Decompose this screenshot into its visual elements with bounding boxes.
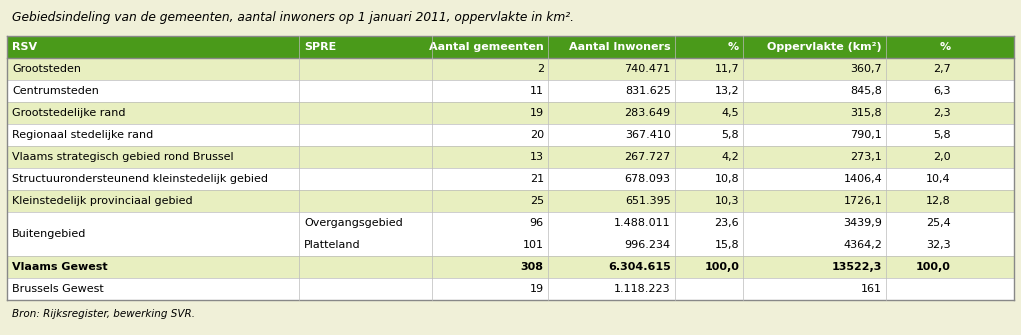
Text: 1726,1: 1726,1 (843, 196, 882, 206)
Text: 5,8: 5,8 (722, 130, 739, 140)
Text: 13: 13 (530, 152, 544, 162)
Text: 5,8: 5,8 (933, 130, 951, 140)
Text: 100,0: 100,0 (916, 262, 951, 272)
Text: 13,2: 13,2 (715, 86, 739, 96)
Text: Buitengebied: Buitengebied (12, 229, 87, 239)
Text: 25: 25 (530, 196, 544, 206)
Text: 2: 2 (537, 64, 544, 74)
Text: Overgangsgebied: Overgangsgebied (304, 218, 402, 228)
Text: Regionaal stedelijke rand: Regionaal stedelijke rand (12, 130, 153, 140)
Text: 308: 308 (521, 262, 544, 272)
Bar (7, 168, 1014, 190)
Text: Grootstedelijke rand: Grootstedelijke rand (12, 108, 126, 118)
Text: Brussels Gewest: Brussels Gewest (12, 284, 104, 294)
Text: 4364,2: 4364,2 (843, 240, 882, 250)
Text: 13522,3: 13522,3 (832, 262, 882, 272)
Text: 11: 11 (530, 86, 544, 96)
Text: Centrumsteden: Centrumsteden (12, 86, 99, 96)
Text: 161: 161 (861, 284, 882, 294)
Text: 651.395: 651.395 (625, 196, 671, 206)
Text: Vlaams strategisch gebied rond Brussel: Vlaams strategisch gebied rond Brussel (12, 152, 234, 162)
Bar (7, 278, 1014, 300)
Text: 101: 101 (523, 240, 544, 250)
Text: 6,3: 6,3 (933, 86, 951, 96)
Text: Gebiedsindeling van de gemeenten, aantal inwoners op 1 januari 2011, oppervlakte: Gebiedsindeling van de gemeenten, aantal… (12, 11, 574, 24)
Text: Structuurondersteunend kleinstedelijk gebied: Structuurondersteunend kleinstedelijk ge… (12, 174, 268, 184)
Text: Platteland: Platteland (304, 240, 360, 250)
Bar (7, 80, 1014, 102)
Text: 11,7: 11,7 (715, 64, 739, 74)
Text: 996.234: 996.234 (625, 240, 671, 250)
Text: %: % (728, 42, 739, 52)
Text: 2,0: 2,0 (933, 152, 951, 162)
Text: Aantal Inwoners: Aantal Inwoners (569, 42, 671, 52)
Text: 360,7: 360,7 (850, 64, 882, 74)
Text: 2,3: 2,3 (933, 108, 951, 118)
Text: 96: 96 (530, 218, 544, 228)
Text: 283.649: 283.649 (625, 108, 671, 118)
Text: 1.488.011: 1.488.011 (614, 218, 671, 228)
Text: RSV: RSV (12, 42, 37, 52)
Text: Oppervlakte (km²): Oppervlakte (km²) (768, 42, 882, 52)
Text: %: % (939, 42, 951, 52)
Text: 15,8: 15,8 (715, 240, 739, 250)
Text: 845,8: 845,8 (850, 86, 882, 96)
Text: 790,1: 790,1 (850, 130, 882, 140)
Text: 1406,4: 1406,4 (843, 174, 882, 184)
Bar (7, 124, 1014, 146)
Text: 10,3: 10,3 (715, 196, 739, 206)
Bar (7, 190, 1014, 212)
Text: 273,1: 273,1 (850, 152, 882, 162)
Text: 740.471: 740.471 (625, 64, 671, 74)
Text: 315,8: 315,8 (850, 108, 882, 118)
Text: 10,4: 10,4 (926, 174, 951, 184)
Text: 21: 21 (530, 174, 544, 184)
Text: 25,4: 25,4 (926, 218, 951, 228)
Bar (7, 58, 1014, 80)
Text: Aantal gemeenten: Aantal gemeenten (429, 42, 544, 52)
Text: 12,8: 12,8 (926, 196, 951, 206)
Text: 2,7: 2,7 (933, 64, 951, 74)
Text: 267.727: 267.727 (625, 152, 671, 162)
Text: 100,0: 100,0 (704, 262, 739, 272)
Text: 32,3: 32,3 (926, 240, 951, 250)
Text: 19: 19 (530, 284, 544, 294)
Text: 10,8: 10,8 (715, 174, 739, 184)
Text: 367.410: 367.410 (625, 130, 671, 140)
Bar (7, 212, 1014, 256)
Text: 831.625: 831.625 (625, 86, 671, 96)
Text: 6.304.615: 6.304.615 (607, 262, 671, 272)
Text: 4,2: 4,2 (722, 152, 739, 162)
Text: 20: 20 (530, 130, 544, 140)
Text: 19: 19 (530, 108, 544, 118)
Text: 4,5: 4,5 (722, 108, 739, 118)
Text: 23,6: 23,6 (715, 218, 739, 228)
Text: 1.118.223: 1.118.223 (614, 284, 671, 294)
Text: 3439,9: 3439,9 (843, 218, 882, 228)
Bar (7, 256, 1014, 278)
Text: Kleinstedelijk provinciaal gebied: Kleinstedelijk provinciaal gebied (12, 196, 193, 206)
Text: 678.093: 678.093 (625, 174, 671, 184)
Text: Grootsteden: Grootsteden (12, 64, 81, 74)
Bar (7, 102, 1014, 124)
Text: Vlaams Gewest: Vlaams Gewest (12, 262, 107, 272)
Bar (7, 146, 1014, 168)
Text: Bron: Rijksregister, bewerking SVR.: Bron: Rijksregister, bewerking SVR. (12, 309, 195, 319)
Text: SPRE: SPRE (304, 42, 336, 52)
Bar (7, 36, 1014, 58)
